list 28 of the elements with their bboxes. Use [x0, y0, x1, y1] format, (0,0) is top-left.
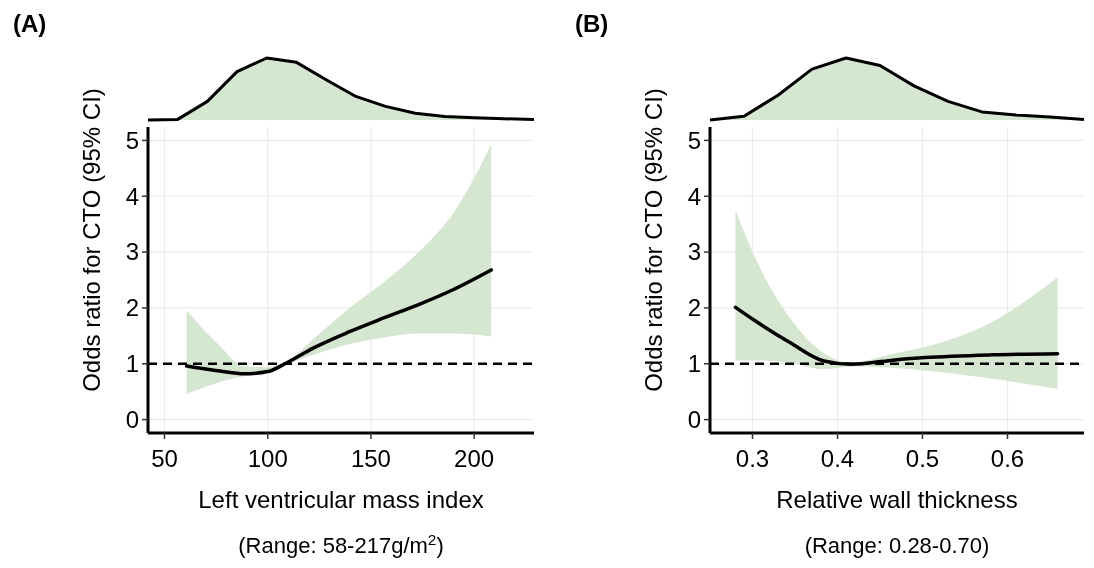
- y-tick-label: 0: [125, 406, 139, 433]
- y-tick-label: 4: [687, 182, 701, 210]
- y-tick-label: 5: [125, 126, 139, 154]
- y-axis-title: Odds ratio for CTO (95% CI): [78, 88, 105, 392]
- x-tick-label: 100: [247, 445, 288, 472]
- x-axis-title: Relative wall thickness: [776, 486, 1018, 513]
- x-tick-label: 150: [350, 445, 391, 472]
- y-tick-label: 5: [687, 126, 701, 154]
- y-axis-title: Odds ratio for CTO (95% CI): [640, 88, 667, 392]
- y-tick-label: 3: [125, 238, 139, 266]
- y-tick-label: 4: [125, 182, 139, 210]
- x-tick-label: 200: [454, 445, 495, 472]
- x-tick-label: 0.4: [820, 445, 855, 472]
- text: (Range: 58-217g/m$^{2}$): [238, 530, 444, 558]
- y-tick-label: 2: [687, 294, 701, 322]
- y-tick-label: 1: [125, 350, 139, 378]
- y-tick-label: 1: [687, 350, 701, 378]
- x-axis-title: Left ventricular mass index: [198, 486, 484, 513]
- y-tick-label: 0: [687, 406, 701, 433]
- chart-title: (A): [13, 10, 47, 37]
- x-tick-label: 0.3: [735, 445, 770, 472]
- y-tick-label: 2: [125, 294, 139, 322]
- y-tick-label: 3: [687, 238, 701, 266]
- chart-title: (B): [575, 10, 609, 37]
- x-tick-label: 0.6: [990, 445, 1025, 472]
- x-tick-label: 50: [151, 445, 178, 472]
- text: (Range: 0.28-0.70): [804, 533, 990, 558]
- x-tick-label: 0.5: [905, 445, 940, 472]
